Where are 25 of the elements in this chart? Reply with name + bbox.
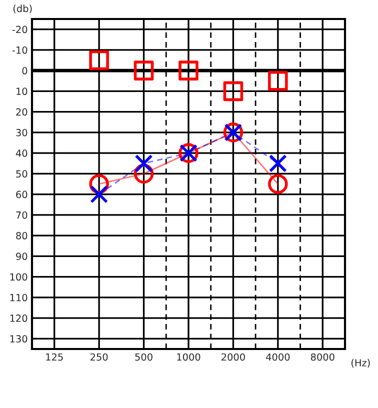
x-tick-label: 8000 bbox=[310, 353, 334, 361]
y-tick-label: 60 bbox=[16, 190, 28, 198]
y-tick-label: 110 bbox=[10, 294, 28, 302]
y-tick-label: -20 bbox=[12, 26, 28, 34]
y-tick-label: 130 bbox=[10, 335, 28, 343]
x-tick-label: 1000 bbox=[177, 353, 200, 361]
y-tick-label: -10 bbox=[12, 46, 28, 54]
x-tick-label: 125 bbox=[46, 353, 63, 361]
y-tick-label: 10 bbox=[16, 88, 28, 96]
x-tick-label: 2000 bbox=[222, 353, 245, 361]
y-tick-label: 0 bbox=[22, 67, 28, 74]
x-axis-title: (Hz) bbox=[351, 358, 370, 368]
y-tick-label: 80 bbox=[16, 232, 28, 240]
y-tick-label: 90 bbox=[16, 252, 28, 260]
x-tick-label: 4000 bbox=[266, 353, 290, 361]
y-tick-label: 20 bbox=[16, 108, 28, 116]
y-tick-label: 100 bbox=[10, 273, 28, 281]
y-tick-label: 30 bbox=[16, 128, 28, 136]
x-tick-label: 500 bbox=[135, 353, 152, 361]
y-tick-label: 40 bbox=[16, 150, 28, 157]
y-tick-label: 120 bbox=[10, 314, 28, 322]
y-tick-label: 70 bbox=[16, 211, 28, 219]
x-tick-label: 250 bbox=[90, 353, 108, 361]
y-axis-title: (db) bbox=[13, 4, 32, 14]
y-tick-label: 50 bbox=[16, 170, 28, 178]
